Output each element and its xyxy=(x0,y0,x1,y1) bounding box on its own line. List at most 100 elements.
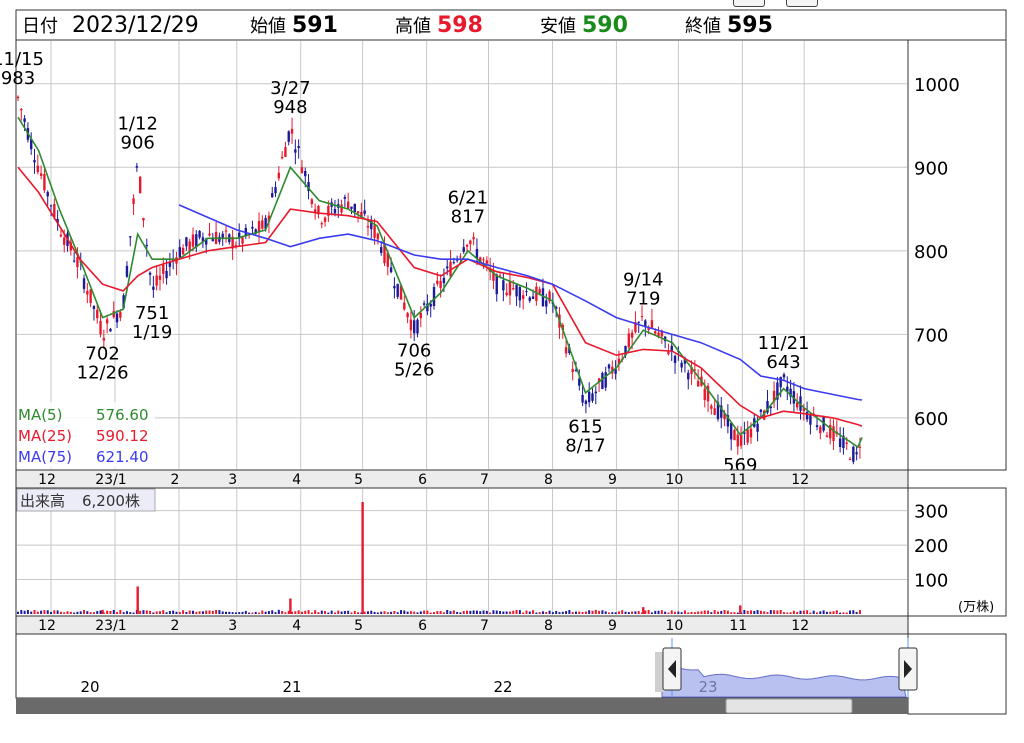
volume-bar xyxy=(614,612,617,614)
candle-body xyxy=(492,271,495,281)
candle-body xyxy=(749,428,753,438)
period-button-1[interactable] xyxy=(733,0,765,7)
month-tick-label: 6 xyxy=(418,472,427,488)
candle-body xyxy=(271,193,274,198)
candle-body xyxy=(706,385,710,402)
volume-bar xyxy=(218,610,221,614)
candle-body xyxy=(317,205,320,215)
volume-bar xyxy=(822,610,825,614)
volume-bar xyxy=(647,609,650,614)
month-tick-label: 7 xyxy=(480,618,489,634)
legend-value: 621.40 xyxy=(96,448,149,466)
price-tick-label: 600 xyxy=(914,409,948,430)
candle-body xyxy=(604,372,607,388)
volume-bar xyxy=(26,609,29,614)
volume-bar xyxy=(756,610,759,614)
scrollbar-track[interactable] xyxy=(16,698,908,714)
volume-bar xyxy=(393,610,396,614)
volume-bar xyxy=(697,611,700,614)
volume-bar xyxy=(812,610,815,614)
candle-body xyxy=(238,232,241,239)
candle-body xyxy=(538,289,541,294)
volume-bar xyxy=(482,610,485,614)
volume-bar xyxy=(251,612,254,614)
volume-bar xyxy=(779,609,782,614)
volume-bar xyxy=(142,610,145,614)
candle-body xyxy=(49,205,53,207)
volume-bar xyxy=(591,610,594,614)
volume-bar xyxy=(508,611,511,614)
date-label: 日付 xyxy=(22,16,58,37)
volume-bar xyxy=(106,610,109,614)
volume-bar xyxy=(122,612,125,614)
candle-body xyxy=(584,400,588,405)
candle-body xyxy=(819,426,822,434)
volume-bar xyxy=(446,609,449,614)
month-tick-label: 5 xyxy=(354,618,363,634)
candle-body xyxy=(508,280,512,296)
volume-bar xyxy=(551,612,554,614)
candle-body xyxy=(805,412,809,420)
volume-bar xyxy=(720,610,723,614)
candle-body xyxy=(366,225,370,228)
candle-body xyxy=(601,373,604,389)
candle-body xyxy=(436,280,439,284)
volume-bar xyxy=(330,610,333,614)
candle-body xyxy=(772,390,776,402)
volume-bar xyxy=(736,612,739,614)
candle-body xyxy=(607,364,611,369)
candle-body xyxy=(158,275,162,280)
candle-body xyxy=(716,402,720,420)
volume-bar xyxy=(637,611,640,614)
volume-bar xyxy=(125,611,128,614)
volume-bar xyxy=(664,611,667,614)
candle-body xyxy=(825,435,829,437)
volume-bar xyxy=(324,610,327,614)
volume-bar xyxy=(277,609,280,614)
volume-bar xyxy=(419,611,422,614)
volume-bar xyxy=(819,611,822,614)
candle-body xyxy=(168,261,172,267)
candle-body xyxy=(687,372,690,380)
price-axis-panel xyxy=(907,39,1007,471)
candle-body xyxy=(99,320,102,335)
candle-body xyxy=(472,237,475,240)
candle-body xyxy=(343,197,347,199)
price-tick-label: 900 xyxy=(914,158,948,179)
period-button-2[interactable] xyxy=(786,0,818,7)
month-tick-label: 5 xyxy=(354,472,363,488)
volume-bar xyxy=(469,610,472,614)
scrollbar-thumb[interactable] xyxy=(725,698,853,714)
ma-legend: MA(5) 576.60 MA(25) 590.12 MA(75) 621.40 xyxy=(18,406,149,466)
volume-bar xyxy=(594,609,597,614)
candle-body xyxy=(195,234,198,248)
volume-bar xyxy=(376,612,379,614)
volume-bar xyxy=(158,611,161,614)
annotation-text: 983 xyxy=(1,68,35,89)
close-value: 595 xyxy=(727,13,773,38)
candle-body xyxy=(670,345,673,351)
candle-body xyxy=(726,415,730,427)
candle-body xyxy=(779,376,782,388)
volume-bar xyxy=(155,611,158,614)
candle-body xyxy=(122,295,125,309)
volume-bar xyxy=(713,610,716,614)
volume-bar xyxy=(386,612,389,614)
legend-label: MA(5) xyxy=(18,406,62,424)
volume-bar xyxy=(337,610,340,614)
volume-bar xyxy=(327,612,330,614)
candle-body xyxy=(251,226,254,229)
month-axis-1 xyxy=(15,469,909,489)
volume-bar xyxy=(40,610,43,614)
candle-body xyxy=(743,432,746,434)
candle-body xyxy=(115,313,119,323)
volume-bar xyxy=(370,610,373,614)
volume-bar xyxy=(205,610,208,614)
price-y-axis: 600 700 800 900 1000 xyxy=(914,75,960,430)
volume-bar xyxy=(353,610,356,614)
price-tick-label: 1000 xyxy=(914,75,960,96)
volume-bar xyxy=(99,610,102,614)
candle-body xyxy=(82,278,86,289)
candle-body xyxy=(389,267,393,273)
navigator[interactable]: 20212223 xyxy=(80,638,918,698)
